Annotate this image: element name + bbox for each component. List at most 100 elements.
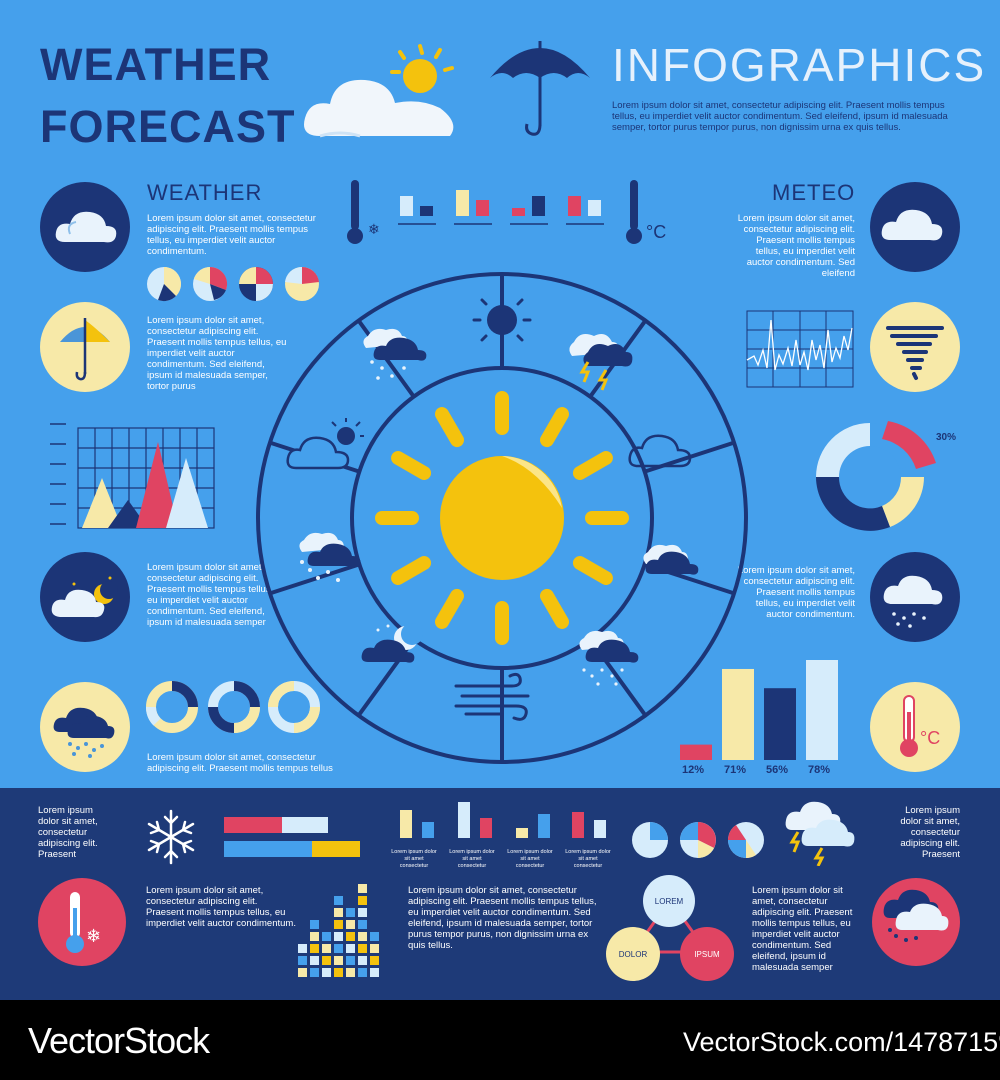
- horizontal-bars: [224, 817, 360, 857]
- pie-chart-7: [728, 822, 764, 859]
- pixel-block: [370, 932, 379, 941]
- pixel-block: [310, 956, 319, 965]
- pixel-block: [346, 956, 355, 965]
- sun-ray: [435, 407, 464, 448]
- pixel-block: [334, 908, 343, 917]
- tornado-circle: [870, 302, 960, 392]
- sun-ray: [585, 511, 629, 525]
- cloud-sun-icon: [304, 44, 454, 138]
- bottom-mid-right-text: Lorem ipsum dolor sit amet, consectetur …: [752, 885, 853, 973]
- bar-0: [680, 744, 712, 760]
- moon-cloud-icon: [361, 623, 423, 663]
- pixel-block: [322, 968, 331, 977]
- tornado-icon: [886, 326, 944, 380]
- cloud-circle: [870, 182, 960, 272]
- mini-bar-label: Lorem ipsum dolor sit amet consectetur: [449, 849, 495, 869]
- bar-2: [764, 688, 796, 760]
- svg-text:°C: °C: [646, 222, 666, 242]
- svg-text:❄: ❄: [368, 222, 380, 238]
- pixel-block: [346, 944, 355, 953]
- cloud-outline-icon: [628, 434, 692, 468]
- umbrella-circle: [40, 302, 130, 392]
- pixel-block: [346, 968, 355, 977]
- sun-ray: [540, 588, 569, 629]
- pixel-block: [310, 932, 319, 941]
- pixel-block: [358, 968, 367, 977]
- sun-ray: [495, 391, 509, 435]
- sun-ray: [435, 588, 465, 629]
- pie-chart-3: [239, 267, 273, 301]
- pixel-block: [358, 956, 367, 965]
- umbrella-icon: [60, 318, 110, 381]
- pixel-block: [358, 920, 367, 929]
- pixel-block: [346, 932, 355, 941]
- sun-ray: [375, 511, 419, 525]
- rain-cloud-icon: [53, 707, 115, 758]
- weather-heading: WEATHER: [147, 180, 263, 205]
- thunder-cloud-icon: [569, 334, 633, 391]
- pixel-block: [358, 896, 367, 905]
- bottom-mid-left-text: Lorem ipsum dolor sit amet, consectetur …: [146, 885, 296, 929]
- percent-bar-chart: [680, 660, 838, 760]
- infographics-heading: INFOGRAPHICS: [612, 39, 987, 91]
- meteo-text: Lorem ipsum dolor sit amet, consectetur …: [737, 213, 855, 279]
- pixel-block: [322, 944, 331, 953]
- pie-chart-4: [285, 266, 319, 301]
- bar-label: 12%: [682, 764, 705, 776]
- bar-3: [806, 660, 838, 760]
- pixel-block: [370, 956, 379, 965]
- sun-cloud-outline-icon: [286, 418, 364, 470]
- sun-ray: [572, 556, 613, 585]
- pie-chart-2: [193, 266, 228, 301]
- node-left: DOLOR: [606, 927, 660, 981]
- pixel-block: [310, 944, 319, 953]
- title-line2: FORECAST: [40, 101, 296, 152]
- pie-chart-1: [147, 267, 181, 302]
- mini-bar-label: Lorem ipsum dolor sit amet consectetur: [565, 849, 611, 869]
- pixel-block: [358, 932, 367, 941]
- weather-text: Lorem ipsum dolor sit amet, consectetur …: [147, 213, 316, 257]
- line-chart: [746, 310, 854, 388]
- night-cloud-circle: [40, 552, 130, 642]
- node-right: IPSUM: [680, 927, 734, 981]
- mini-bar-label: Lorem ipsum dolor sit amet consectetur: [391, 849, 437, 869]
- node-top: LOREM: [643, 875, 695, 927]
- top-mini-charts: ❄ °C: [347, 180, 666, 244]
- umbrella-text: Lorem ipsum dolor sit amet, consectetur …: [147, 315, 287, 392]
- donut-chart: [816, 421, 936, 531]
- mountain-chart: [50, 423, 215, 529]
- cloud-icon: [55, 211, 117, 243]
- pixel-block: [298, 944, 307, 953]
- bottom-right-text: Lorem ipsum dolor sit amet, consectetur …: [900, 805, 960, 860]
- bar-label: 71%: [724, 764, 747, 776]
- donut-label: 30%: [936, 432, 957, 443]
- thermometer-snow-icon: ❄: [347, 180, 380, 244]
- svg-text:°C: °C: [920, 728, 940, 748]
- sun-ray: [391, 556, 432, 585]
- cold-thermometer-circle: ❄: [38, 878, 126, 966]
- thermometer-celsius-icon: °C: [626, 180, 666, 244]
- intro-text: Lorem ipsum dolor sit amet, consectetur …: [612, 100, 948, 133]
- pie-chart-5: [632, 822, 668, 858]
- pixel-block: [310, 968, 319, 977]
- pixel-block: [358, 908, 367, 917]
- thunder-cloud-icon: [785, 801, 855, 866]
- bottom-pies: [632, 822, 764, 859]
- thermometer-circle: °C: [870, 682, 960, 772]
- thermometer-celsius-icon: °C: [900, 695, 940, 757]
- cloud-icon: [881, 209, 943, 241]
- snow-cloud-icon: [883, 889, 949, 942]
- pixel-block: [310, 920, 319, 929]
- night-text: Lorem ipsum dolor sit amet, consectetur …: [147, 562, 274, 628]
- pixel-block: [358, 884, 367, 893]
- bar-label: 56%: [766, 764, 789, 776]
- snow-text: Lorem ipsum dolor sit amet, consectetur …: [737, 565, 855, 620]
- cloud-icon: [643, 544, 699, 575]
- sun-ray: [495, 601, 509, 645]
- ring-chart-1: [146, 681, 198, 733]
- pixel-block: [334, 896, 343, 905]
- pixel-block: [346, 920, 355, 929]
- pixel-block: [298, 968, 307, 977]
- svg-text:❄: ❄: [86, 926, 101, 947]
- ring-chart-2: [208, 681, 260, 733]
